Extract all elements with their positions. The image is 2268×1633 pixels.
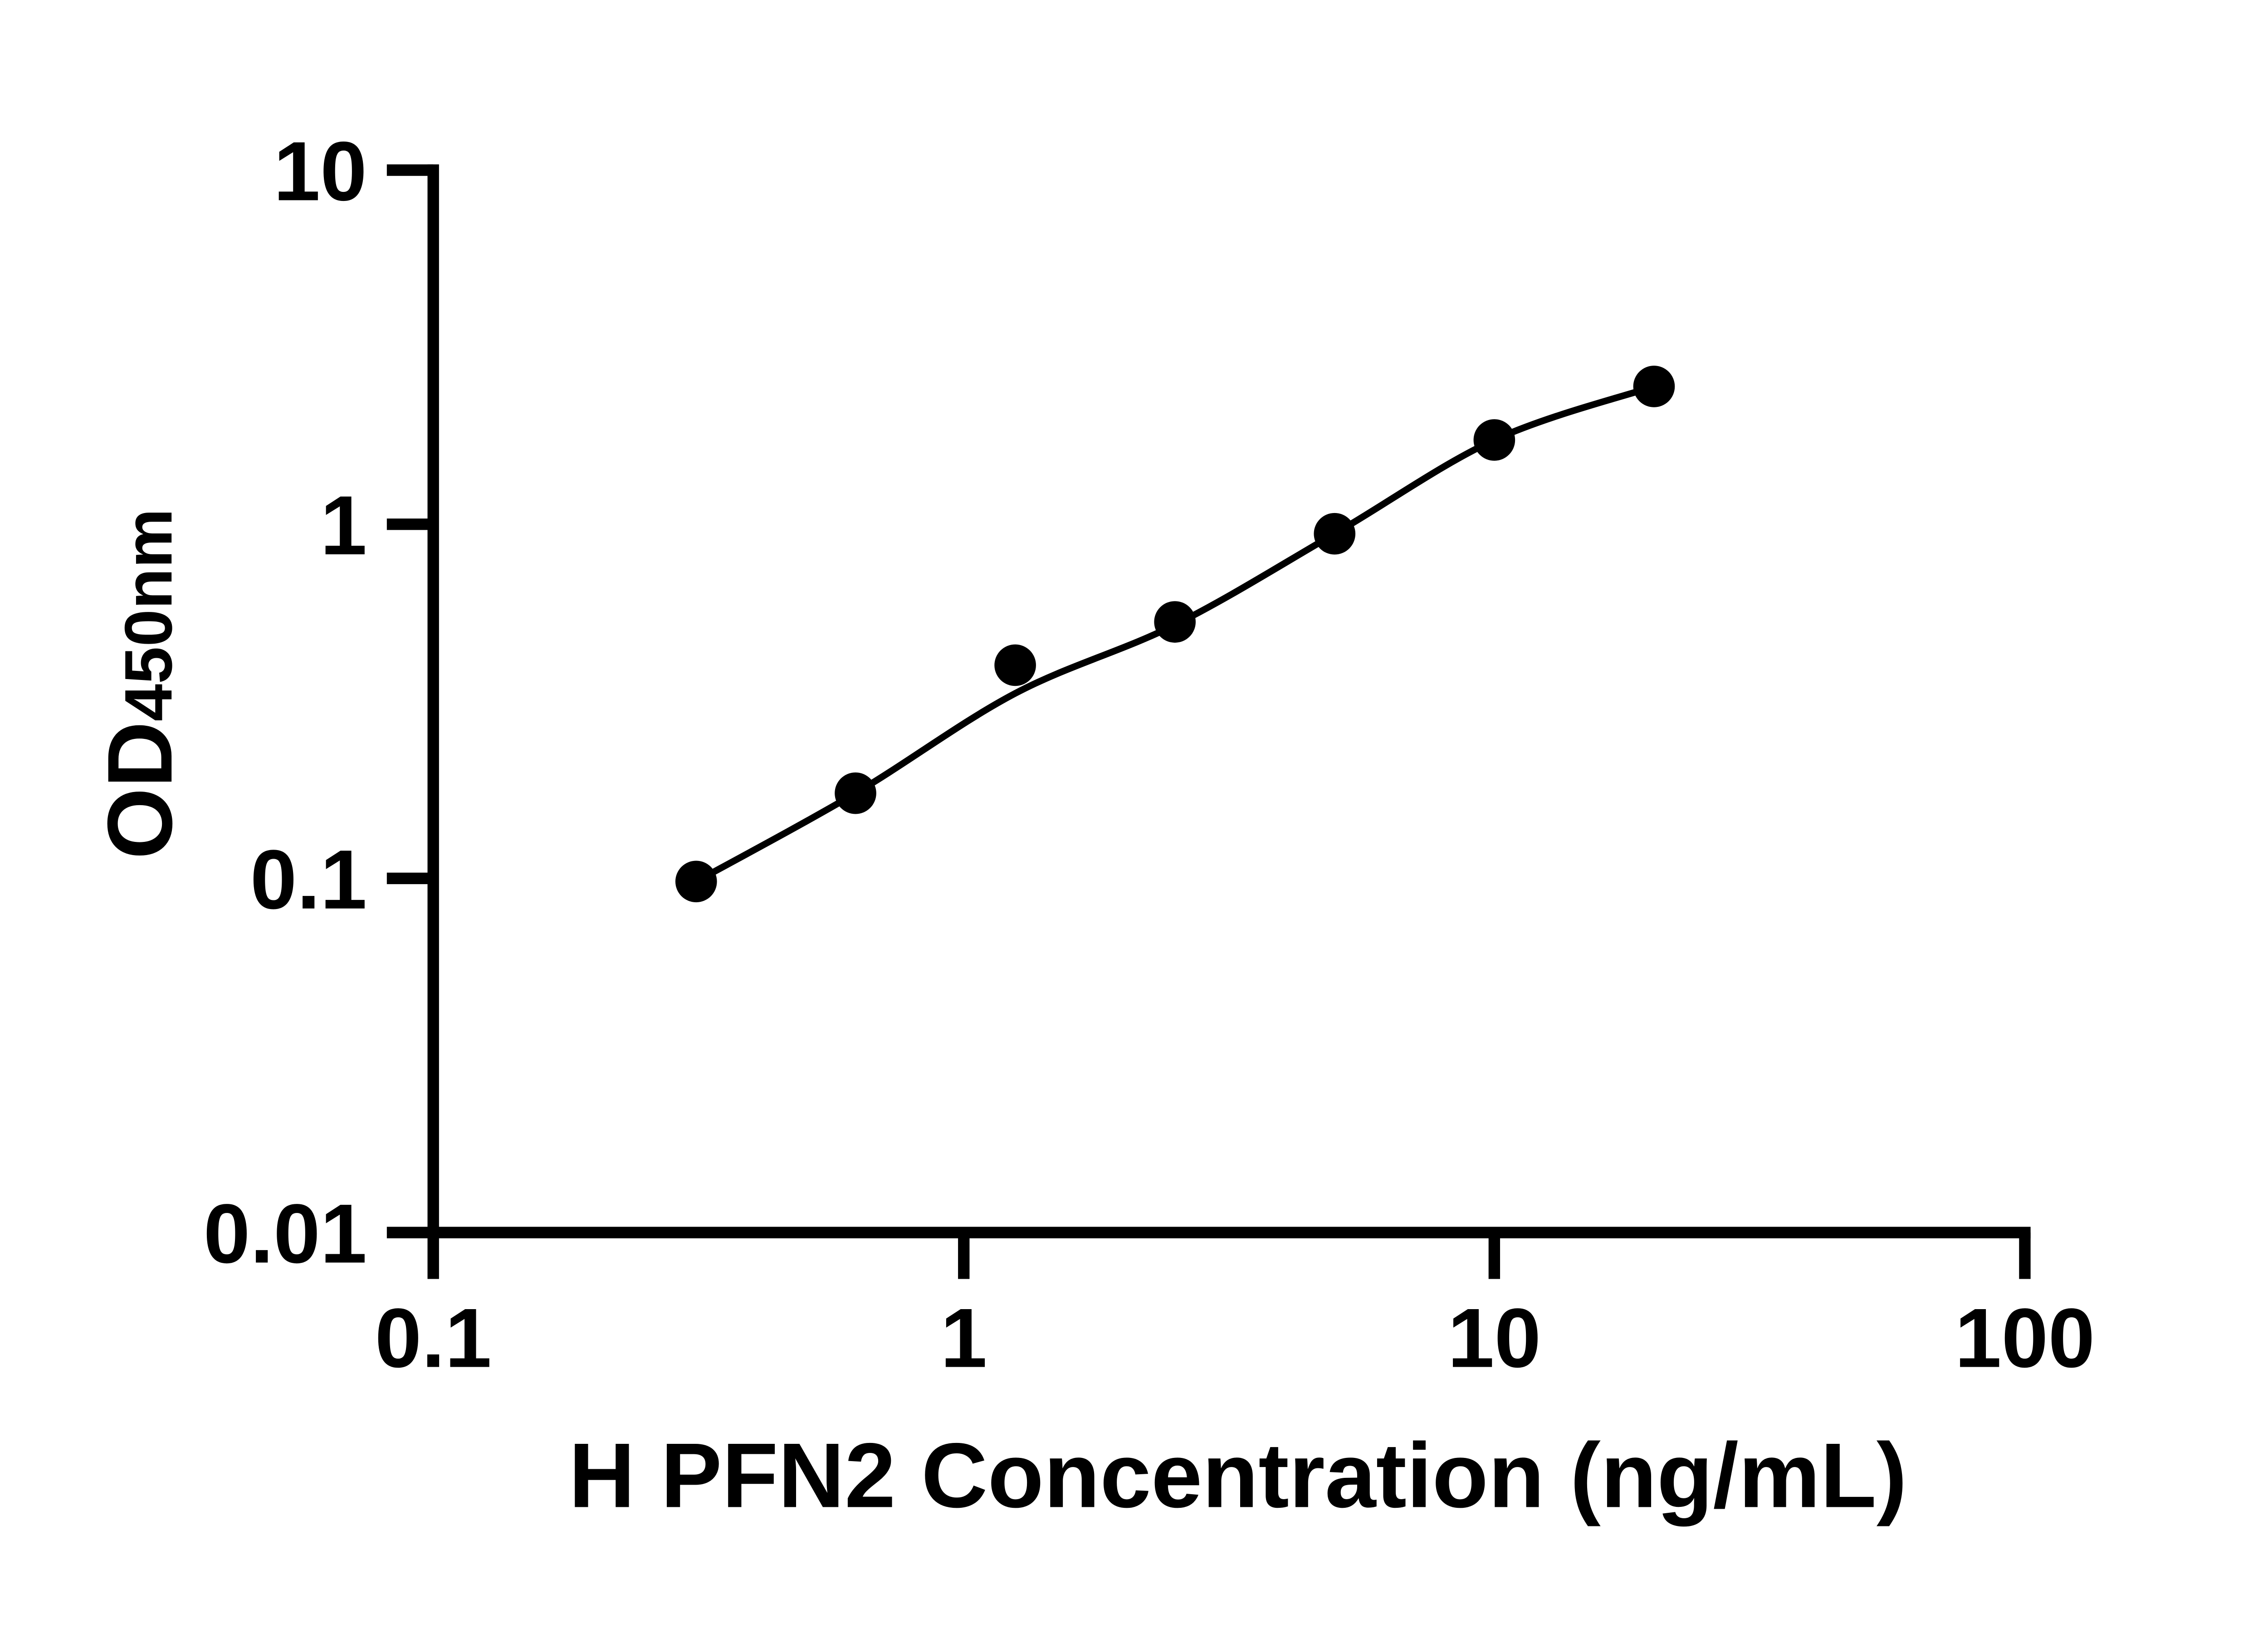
x-axis-title: H PFN2 Concentration (ng/mL) <box>569 1423 1907 1526</box>
y-tick-label-0.01: 0.01 <box>204 1187 367 1281</box>
data-point-x1.25 <box>994 644 1036 686</box>
y-axis-title-subscript: 450nm <box>111 508 186 721</box>
data-point-x10 <box>1473 419 1515 461</box>
data-points <box>675 366 1675 903</box>
x-tick-label-0.1: 0.1 <box>375 1291 491 1385</box>
data-point-x2.5 <box>1154 601 1196 643</box>
data-point-x5 <box>1314 513 1356 555</box>
data-point-x0.313 <box>675 861 717 903</box>
y-tick-label-1: 1 <box>320 479 367 572</box>
y-tick-label-0.1: 0.1 <box>250 833 367 927</box>
y-tick-label-10: 10 <box>274 124 367 218</box>
y-axis-title: OD450nm <box>88 508 191 859</box>
y-axis-title-main: OD <box>88 721 191 859</box>
axis-spine <box>427 164 2031 1238</box>
x-tick-label-1: 1 <box>940 1291 987 1385</box>
x-tick-label-10: 10 <box>1447 1291 1541 1385</box>
data-point-x0.625 <box>835 772 876 814</box>
data-point-x20 <box>1633 366 1675 407</box>
x-tick-label-100: 100 <box>1955 1291 2095 1385</box>
